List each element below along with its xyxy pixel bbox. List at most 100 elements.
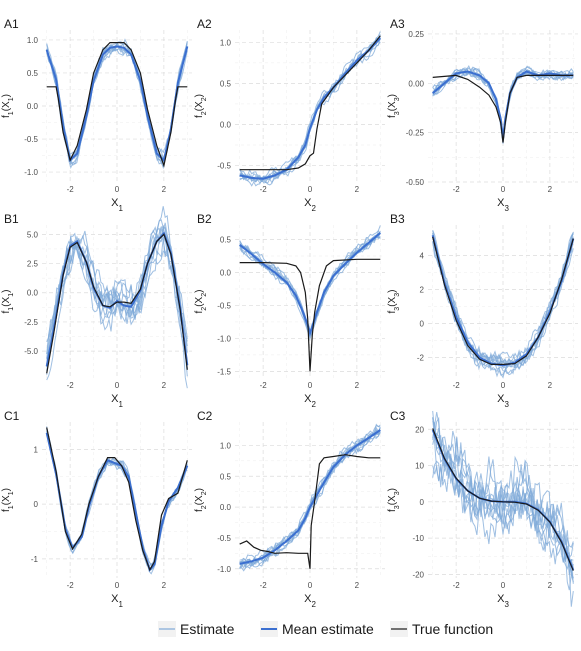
true-function-line xyxy=(46,233,188,374)
x-tick-label: 0 xyxy=(115,381,120,390)
y-tick-label: 0.0 xyxy=(220,503,232,512)
y-axis-label: f1(X1) xyxy=(1,290,15,314)
y-tick-label: 0.0 xyxy=(220,120,232,129)
y-tick-label: -1.5 xyxy=(217,367,231,376)
mean-estimate-line xyxy=(239,429,381,565)
y-tick-label: 1 xyxy=(34,445,39,454)
estimate-line xyxy=(432,232,574,379)
y-tick-label: 4 xyxy=(420,252,425,261)
x-tick-label: -2 xyxy=(453,185,461,194)
y-tick-label: 0.5 xyxy=(220,79,232,88)
y-axis-label: f3(X3) xyxy=(387,488,401,512)
y-tick-label: -0.5 xyxy=(217,301,231,310)
x-tick-label: 2 xyxy=(548,381,553,390)
y-tick-label: -0.5 xyxy=(217,534,231,543)
y-tick-label: 1.0 xyxy=(27,36,39,45)
legend-item-true-function: True function xyxy=(390,621,493,637)
y-tick-label: 0.5 xyxy=(220,472,232,481)
x-tick-label: -2 xyxy=(260,381,268,390)
estimate-line xyxy=(432,417,574,576)
y-axis-label: f1(X1) xyxy=(1,94,15,118)
y-axis-label: f2(X2) xyxy=(194,94,208,118)
x-tick-label: -2 xyxy=(67,581,75,590)
x-tick-label: 2 xyxy=(548,185,553,194)
x-axis-label: X2 xyxy=(304,197,316,213)
x-tick-label: 2 xyxy=(162,581,167,590)
x-tick-label: 0 xyxy=(501,581,506,590)
y-tick-label: -0.50 xyxy=(406,178,425,187)
y-tick-label: 2 xyxy=(420,286,425,295)
x-axis-label: X1 xyxy=(111,197,123,213)
y-tick-label: 0 xyxy=(34,500,39,509)
y-tick-label: 0.5 xyxy=(27,69,39,78)
x-tick-label: 2 xyxy=(355,581,360,590)
y-tick-label: 20 xyxy=(415,425,424,434)
x-axis-label: X1 xyxy=(111,393,123,409)
panel-title: B3 xyxy=(390,212,405,226)
y-tick-label: 2.5 xyxy=(27,260,39,269)
y-tick-label: -1 xyxy=(31,555,39,564)
y-tick-label: -1.0 xyxy=(217,334,231,343)
x-tick-label: -2 xyxy=(260,581,268,590)
y-axis-label: f2(X2) xyxy=(194,290,208,314)
estimate-line xyxy=(46,428,188,567)
true-function-line xyxy=(46,427,188,572)
x-tick-label: -2 xyxy=(67,381,75,390)
y-tick-label: 0.25 xyxy=(408,30,424,39)
panel-a3: -2 0 2 -0.50 -0.25 0.00 0.25 X3 f3(X3) A3 xyxy=(387,17,578,213)
panel-title: C1 xyxy=(4,409,20,423)
y-tick-label: 0.5 xyxy=(220,236,232,245)
estimate-line xyxy=(432,427,574,562)
panel-title: C3 xyxy=(390,409,406,423)
mean-estimate-line xyxy=(45,231,189,367)
panel-c2: -2 0 2 -1.0 -0.5 0.0 0.5 1.0 X2 f2(X2) C2 xyxy=(194,409,385,609)
x-tick-label: 2 xyxy=(548,581,553,590)
y-tick-label: -2 xyxy=(417,354,425,363)
estimate-line xyxy=(46,225,188,355)
x-tick-label: 2 xyxy=(162,185,167,194)
y-tick-label: -1.0 xyxy=(24,168,38,177)
y-axis-label: f2(X2) xyxy=(194,488,208,512)
x-axis-label: X1 xyxy=(111,593,123,609)
y-tick-label: 0.0 xyxy=(27,289,39,298)
true-function-line xyxy=(239,454,381,569)
x-tick-label: -2 xyxy=(67,185,75,194)
x-tick-label: 0 xyxy=(501,381,506,390)
legend-item-mean-estimate: Mean estimate xyxy=(260,621,374,637)
y-tick-label: -0.25 xyxy=(406,129,425,138)
panel-title: A3 xyxy=(390,17,405,31)
panel-title: B2 xyxy=(197,212,212,226)
x-axis-label: X3 xyxy=(497,393,509,409)
panel-a2: -2 0 2 -0.5 0.0 0.5 1.0 X2 f2(X2) A2 xyxy=(194,17,385,213)
y-tick-label: -10 xyxy=(412,534,424,543)
x-tick-label: 0 xyxy=(308,381,313,390)
y-tick-label: 0.0 xyxy=(27,102,39,111)
y-axis-label: f1(X1) xyxy=(1,488,15,512)
panel-title: C2 xyxy=(197,409,213,423)
y-tick-label: -0.5 xyxy=(217,162,231,171)
y-tick-label: 0.00 xyxy=(408,79,424,88)
y-tick-label: 0 xyxy=(420,320,425,329)
x-tick-label: 0 xyxy=(115,185,120,194)
x-tick-label: 2 xyxy=(355,185,360,194)
x-tick-label: 0 xyxy=(308,581,313,590)
mean-estimate-line xyxy=(239,37,382,180)
legend: Estimate Mean estimate True function xyxy=(158,621,493,637)
x-tick-label: 2 xyxy=(162,381,167,390)
x-tick-label: 0 xyxy=(115,581,120,590)
panel-b3: -2 0 2 -2 0 2 4 X3 f3(X3) B3 xyxy=(387,212,578,409)
y-tick-label: 1.0 xyxy=(220,38,232,47)
x-tick-label: 2 xyxy=(355,381,360,390)
legend-label: True function xyxy=(412,621,493,637)
legend-item-estimate: Estimate xyxy=(158,621,235,637)
x-tick-label: 0 xyxy=(308,185,313,194)
x-axis-label: X2 xyxy=(304,593,316,609)
y-tick-label: -1.0 xyxy=(217,565,231,574)
x-axis-label: X3 xyxy=(497,593,509,609)
panel-b2: -2 0 2 -1.5 -1.0 -0.5 0.0 0.5 X2 f2(X2) B2 xyxy=(194,212,385,409)
y-tick-label: 0 xyxy=(420,498,425,507)
y-tick-label: 1.0 xyxy=(220,441,232,450)
y-tick-label: 10 xyxy=(415,462,424,471)
